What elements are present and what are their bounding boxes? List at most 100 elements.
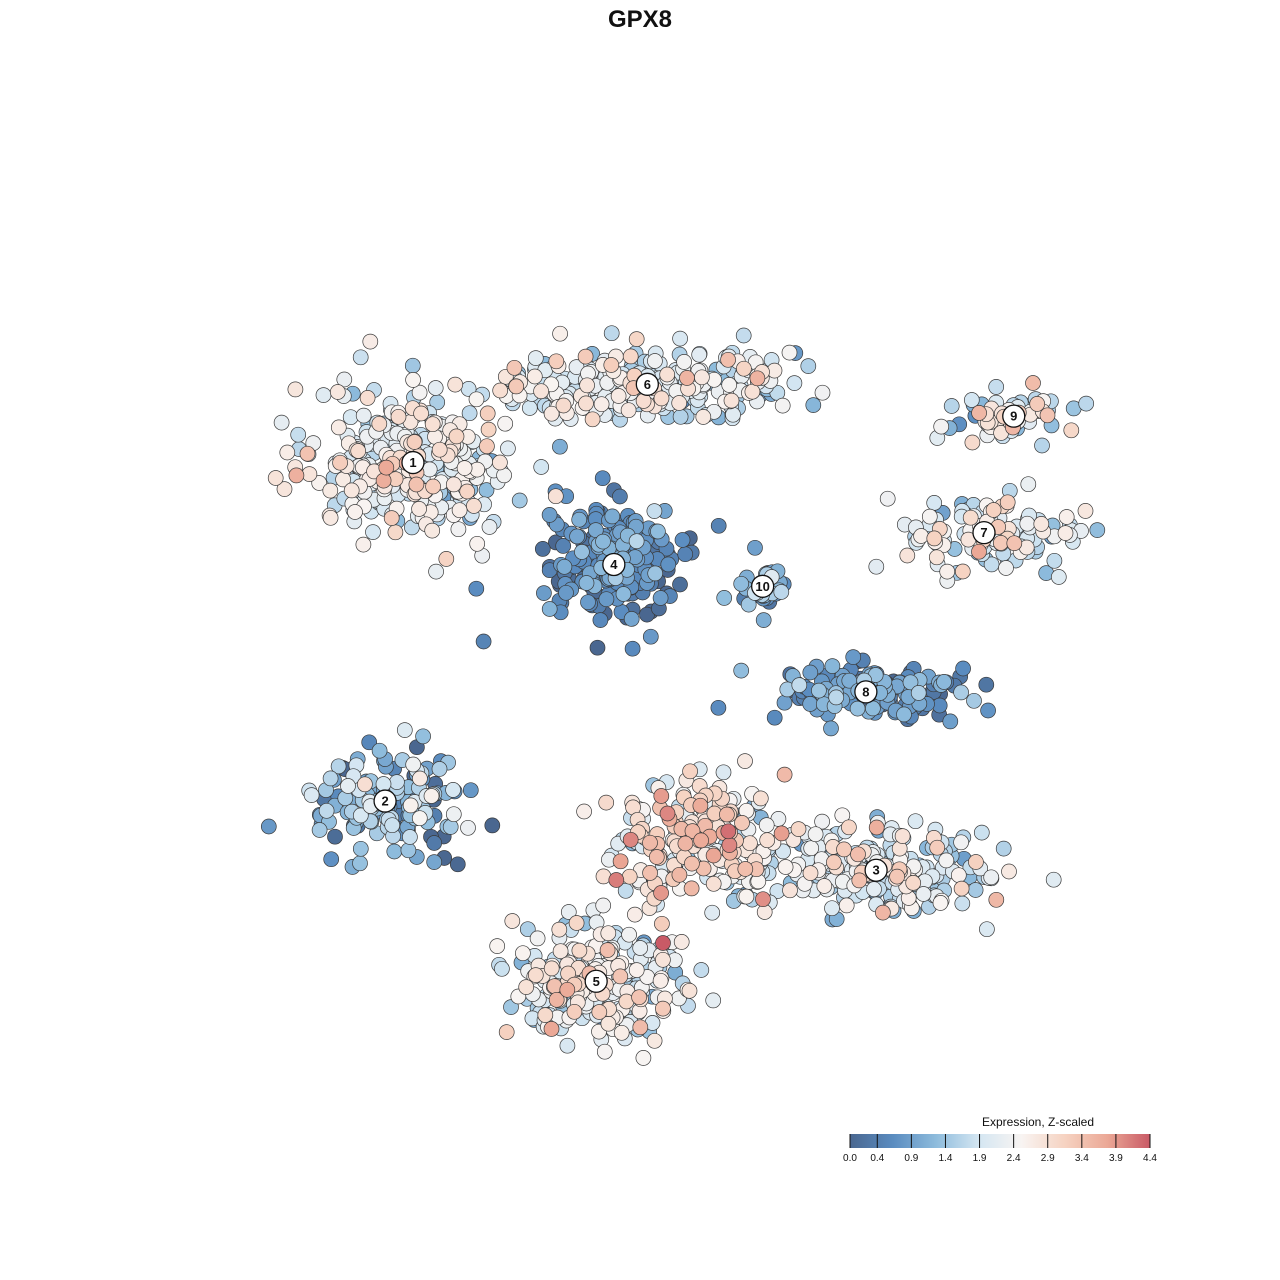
cell-point bbox=[608, 872, 625, 888]
cell-point bbox=[315, 387, 332, 403]
cell-point bbox=[841, 819, 857, 836]
cell-point bbox=[533, 459, 550, 475]
cell-point bbox=[684, 855, 700, 872]
cell-point bbox=[551, 921, 568, 938]
cell-point bbox=[1006, 535, 1023, 552]
cell-point bbox=[683, 880, 700, 897]
cell-point bbox=[456, 460, 473, 476]
cell-point bbox=[584, 411, 601, 428]
cell-point bbox=[985, 502, 1002, 518]
cell-point bbox=[915, 886, 932, 902]
cluster-label-text: 7 bbox=[980, 525, 987, 540]
cell-point bbox=[632, 940, 649, 956]
cell-point bbox=[773, 825, 790, 842]
cell-point bbox=[652, 590, 669, 606]
cell-point bbox=[999, 494, 1016, 511]
cell-point bbox=[802, 865, 819, 881]
cell-point bbox=[926, 495, 943, 511]
cluster-label: 4 bbox=[602, 552, 626, 577]
cell-point bbox=[425, 478, 441, 495]
cell-point bbox=[427, 380, 444, 396]
cell-point bbox=[646, 1032, 663, 1049]
cell-point bbox=[838, 897, 855, 914]
cell-point bbox=[555, 538, 572, 554]
colorbar-title: Expression, Z-scaled bbox=[982, 1115, 1094, 1129]
cell-point bbox=[594, 470, 611, 487]
cell-point bbox=[1078, 395, 1095, 412]
cell-point bbox=[541, 601, 558, 617]
cell-point bbox=[555, 397, 572, 414]
cell-point bbox=[752, 790, 769, 807]
cluster-label-marker bbox=[401, 450, 425, 475]
cell-point bbox=[591, 1004, 608, 1020]
colorbar-tick-label: 1.4 bbox=[939, 1153, 953, 1164]
cell-point bbox=[721, 377, 738, 393]
cell-point bbox=[552, 438, 568, 455]
cell-point bbox=[1057, 525, 1074, 541]
cell-point bbox=[273, 414, 290, 431]
cell-point bbox=[642, 628, 659, 645]
cell-point bbox=[352, 349, 369, 366]
cell-point bbox=[875, 904, 891, 921]
cell-point bbox=[518, 979, 535, 995]
cell-point bbox=[1034, 437, 1050, 454]
cell-point bbox=[973, 824, 990, 841]
cell-point bbox=[576, 803, 592, 820]
cell-point bbox=[964, 434, 981, 451]
cell-point bbox=[402, 829, 418, 845]
cell-point bbox=[978, 676, 995, 693]
cell-point bbox=[355, 407, 372, 424]
colorbar-tick-label: 1.9 bbox=[973, 1153, 987, 1164]
cell-point bbox=[953, 880, 970, 897]
chart-title: GPX8 bbox=[608, 6, 672, 33]
cell-point bbox=[389, 774, 405, 790]
cell-point bbox=[1025, 375, 1041, 391]
cluster-label: 5 bbox=[584, 969, 608, 993]
cell-point bbox=[406, 434, 423, 450]
cell-point bbox=[679, 370, 695, 386]
cell-point bbox=[966, 692, 982, 709]
cell-point bbox=[1058, 509, 1075, 525]
cell-point bbox=[592, 612, 609, 628]
cell-point bbox=[343, 482, 360, 499]
cell-point bbox=[694, 369, 710, 386]
cell-point bbox=[577, 348, 594, 365]
cluster-label-text: 4 bbox=[610, 557, 618, 572]
cell-point bbox=[800, 358, 817, 374]
cell-point bbox=[332, 454, 348, 471]
cell-point bbox=[926, 530, 943, 547]
cell-point bbox=[1089, 522, 1106, 538]
cell-point bbox=[460, 819, 476, 836]
cell-point bbox=[311, 822, 328, 838]
cell-point bbox=[287, 381, 304, 398]
cell-point bbox=[580, 594, 596, 611]
cell-point bbox=[600, 925, 617, 942]
cell-point bbox=[673, 934, 690, 950]
cell-point bbox=[527, 350, 544, 366]
cluster-label-marker bbox=[584, 969, 608, 993]
cell-point bbox=[355, 536, 372, 553]
cell-point bbox=[492, 382, 509, 399]
cell-point bbox=[479, 438, 495, 455]
cell-point bbox=[480, 421, 497, 438]
cluster-label: 9 bbox=[1002, 404, 1026, 428]
cell-point bbox=[646, 503, 663, 519]
cell-point bbox=[742, 835, 758, 852]
cell-point bbox=[628, 331, 645, 347]
cell-point bbox=[613, 1024, 630, 1041]
cell-point bbox=[383, 510, 400, 526]
cell-point bbox=[318, 802, 335, 819]
cell-point bbox=[899, 547, 916, 564]
cell-point bbox=[1020, 476, 1037, 493]
cell-point bbox=[405, 372, 421, 388]
cluster-label-text: 9 bbox=[1010, 409, 1017, 424]
cell-point bbox=[849, 700, 866, 717]
cell-point bbox=[628, 962, 645, 978]
cell-point bbox=[276, 481, 293, 497]
cluster-label-marker bbox=[602, 552, 626, 577]
cell-point bbox=[719, 806, 735, 823]
colorbar-tick-label: 2.4 bbox=[1007, 1153, 1021, 1164]
cell-point bbox=[492, 454, 508, 471]
cell-point bbox=[589, 639, 606, 656]
cell-point bbox=[632, 1019, 649, 1036]
